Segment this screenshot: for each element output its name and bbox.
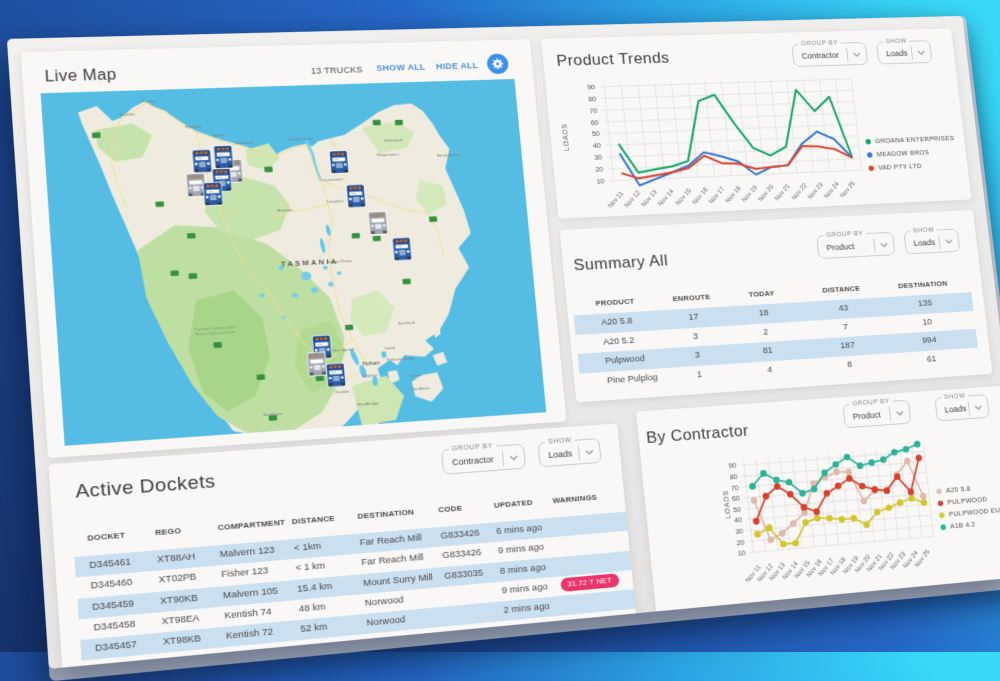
svg-text:Buckland: Buckland bbox=[398, 320, 415, 326]
svg-text:Port Arthur: Port Arthur bbox=[411, 386, 431, 392]
svg-text:60: 60 bbox=[732, 494, 741, 503]
svg-text:New Norfolk: New Norfolk bbox=[332, 347, 355, 353]
svg-text:Stanley: Stanley bbox=[141, 98, 156, 103]
svg-text:Primrose Sands: Primrose Sands bbox=[387, 356, 416, 362]
svg-text:Tarana: Tarana bbox=[409, 373, 422, 379]
svg-text:Ringarooma: Ringarooma bbox=[377, 152, 400, 157]
svg-text:Nov 22: Nov 22 bbox=[790, 182, 808, 201]
svg-text:Kingston: Kingston bbox=[362, 373, 378, 379]
svg-text:20: 20 bbox=[595, 165, 604, 173]
svg-text:Binalong Bay: Binalong Bay bbox=[437, 152, 461, 157]
svg-text:Franklin-Gordon Wild: Franklin-Gordon Wild bbox=[194, 325, 236, 332]
svg-text:70: 70 bbox=[730, 483, 739, 492]
svg-text:10: 10 bbox=[737, 549, 746, 558]
svg-text:80: 80 bbox=[729, 472, 738, 481]
svg-text:Nov 23: Nov 23 bbox=[807, 181, 825, 200]
svg-text:Nov 19: Nov 19 bbox=[740, 184, 758, 204]
svg-text:Nov 17: Nov 17 bbox=[707, 185, 726, 205]
svg-text:Nov 15: Nov 15 bbox=[674, 187, 693, 207]
svg-text:60: 60 bbox=[590, 118, 599, 126]
svg-text:Sorell: Sorell bbox=[385, 345, 396, 350]
svg-text:30: 30 bbox=[735, 527, 744, 536]
svg-text:20: 20 bbox=[736, 538, 745, 547]
svg-text:Nov 20: Nov 20 bbox=[757, 183, 775, 203]
svg-text:Nov 11: Nov 11 bbox=[606, 190, 625, 210]
svg-text:Nov 13: Nov 13 bbox=[640, 188, 659, 208]
svg-text:Nov 24: Nov 24 bbox=[823, 180, 841, 199]
svg-text:Nov 21: Nov 21 bbox=[773, 183, 791, 203]
svg-text:Burnie: Burnie bbox=[213, 132, 226, 137]
svg-text:Launceston: Launceston bbox=[322, 176, 343, 181]
svg-text:Rivers National Park: Rivers National Park bbox=[195, 329, 236, 336]
svg-text:George Plains: George Plains bbox=[326, 258, 352, 264]
svg-text:50: 50 bbox=[733, 505, 742, 514]
svg-text:30: 30 bbox=[594, 153, 603, 161]
svg-text:40: 40 bbox=[593, 142, 602, 150]
svg-text:40: 40 bbox=[734, 516, 743, 525]
svg-text:Nov 12: Nov 12 bbox=[623, 189, 642, 209]
svg-text:George Town: George Town bbox=[288, 137, 312, 143]
svg-text:LOADS: LOADS bbox=[721, 490, 732, 519]
svg-text:LOADS: LOADS bbox=[560, 123, 571, 151]
svg-text:Nov 25: Nov 25 bbox=[839, 180, 857, 199]
svg-text:90: 90 bbox=[728, 462, 737, 471]
svg-text:70: 70 bbox=[589, 106, 598, 114]
svg-text:TASMANIA: TASMANIA bbox=[281, 257, 339, 268]
svg-text:Nov 18: Nov 18 bbox=[724, 185, 742, 205]
svg-text:80: 80 bbox=[588, 95, 597, 103]
svg-text:Woodbridge: Woodbridge bbox=[357, 400, 380, 406]
svg-text:Moander: Moander bbox=[277, 207, 294, 212]
svg-text:Nov 16: Nov 16 bbox=[691, 186, 710, 206]
svg-text:Franklin: Franklin bbox=[335, 389, 350, 395]
svg-text:50: 50 bbox=[591, 130, 600, 138]
svg-text:Ulverstone: Ulverstone bbox=[234, 140, 255, 145]
svg-text:Longford: Longford bbox=[327, 199, 343, 204]
svg-text:90: 90 bbox=[587, 83, 596, 91]
svg-text:Southwest: Southwest bbox=[263, 411, 283, 417]
svg-text:Nov 14: Nov 14 bbox=[657, 188, 676, 208]
svg-text:Smithton: Smithton bbox=[119, 111, 136, 116]
svg-text:Winnaleah: Winnaleah bbox=[384, 138, 403, 143]
svg-text:Wynyard: Wynyard bbox=[184, 123, 201, 128]
svg-text:Hobart: Hobart bbox=[362, 361, 380, 368]
svg-text:10: 10 bbox=[596, 177, 605, 185]
